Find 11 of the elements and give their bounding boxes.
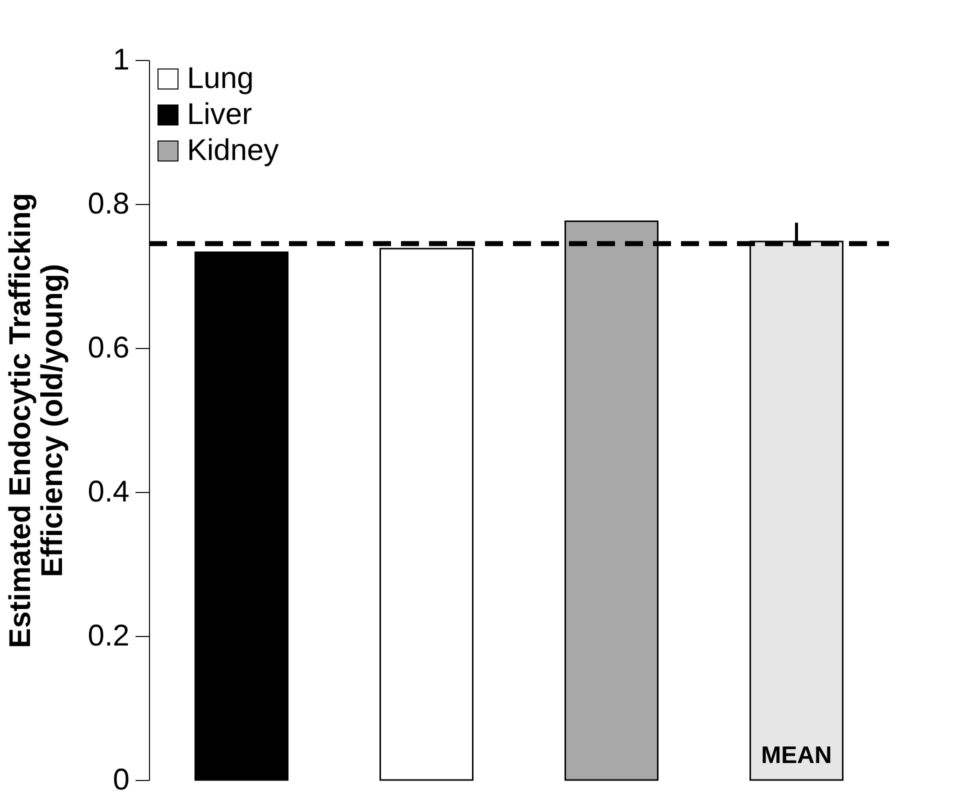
y-tick-label: 0 (112, 764, 130, 796)
y-tick-label: 0.4 (88, 476, 130, 508)
legend-label: Kidney (187, 134, 279, 167)
legend-label: Liver (187, 98, 252, 131)
annotation: MEAN (761, 742, 832, 769)
legend-label: Lung (187, 62, 254, 95)
y-tick-label: 0.6 (88, 332, 130, 364)
y-tick-label: 0.8 (88, 188, 130, 220)
y-axis-title: Estimated Endocytic Trafficking Efficiency (old/young) (4, 192, 69, 648)
y-tick-label: 0.2 (88, 620, 130, 652)
y-tick-label: 1 (112, 44, 130, 76)
